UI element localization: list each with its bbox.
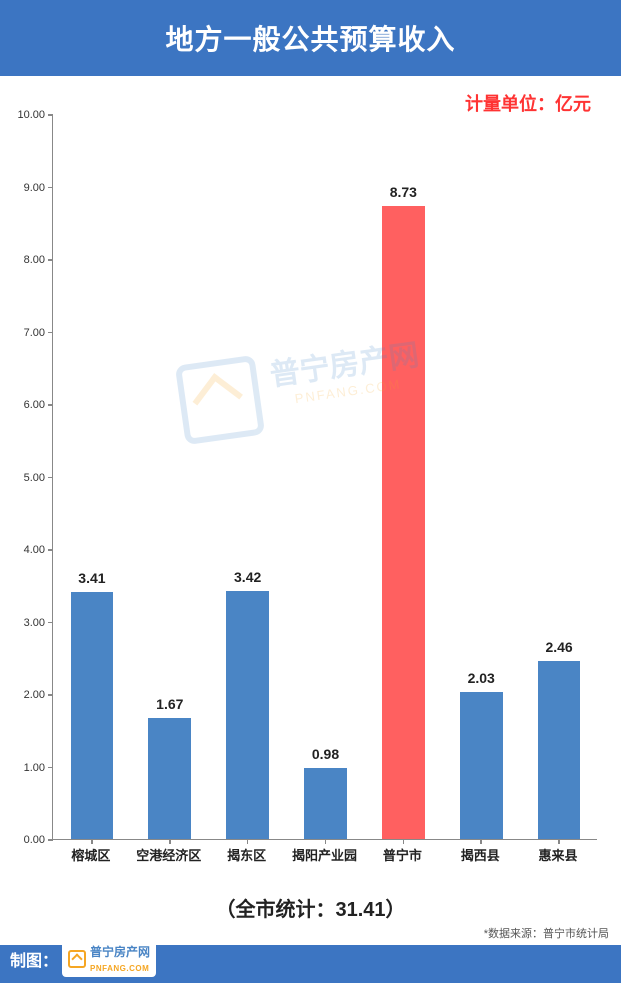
chart-title: 地方一般公共预算收入 (0, 0, 621, 76)
bar (148, 718, 191, 839)
bar (460, 692, 503, 839)
chart-area: 3.411.673.420.988.732.032.46 0.001.002.0… (52, 115, 597, 870)
bar-value-label: 2.46 (545, 639, 572, 655)
bar-value-label: 8.73 (390, 184, 417, 200)
brand-text: 普宁房产网 (90, 945, 150, 959)
bar (304, 768, 347, 839)
ytick-label: 6.00 (24, 399, 45, 411)
ytick-label: 3.00 (24, 617, 45, 629)
bar (538, 661, 581, 839)
chart-subtitle: （全市统计：31.41） (0, 893, 621, 922)
xtick-label: 普宁市 (383, 845, 422, 864)
bar (382, 206, 425, 839)
xtick-label: 榕城区 (71, 845, 110, 864)
footer-bar: 制图： 普宁房产网 PNFANG.COM (0, 945, 621, 983)
data-source-label: *数据来源：普宁市统计局 (484, 925, 609, 941)
ytick-label: 5.00 (24, 472, 45, 484)
brand-icon (68, 950, 86, 968)
ytick-label: 2.00 (24, 689, 45, 701)
brand-sub: PNFANG.COM (90, 964, 149, 973)
brand-logo: 普宁房产网 PNFANG.COM (62, 940, 156, 977)
xtick-label: 揭东区 (227, 845, 266, 864)
bar-value-label: 1.67 (156, 696, 183, 712)
bar-value-label: 2.03 (468, 670, 495, 686)
unit-label: 计量单位：亿元 (465, 90, 591, 116)
plot-area: 3.41 1.67 3.42 0.98 8.73 2.03 2.46 (52, 115, 597, 840)
bar-value-label: 0.98 (312, 746, 339, 762)
bar-value-label: 3.41 (78, 570, 105, 586)
xtick-label: 空港经济区 (136, 845, 201, 864)
ytick-label: 1.00 (24, 762, 45, 774)
ytick-label: 8.00 (24, 254, 45, 266)
ytick-label: 0.00 (24, 834, 45, 846)
footer-label: 制图： (10, 947, 58, 971)
xtick-label: 惠来县 (539, 845, 578, 864)
xtick-label: 揭西县 (461, 845, 500, 864)
ytick-label: 7.00 (24, 327, 45, 339)
xtick-label: 揭阳产业园 (292, 845, 357, 864)
bar-value-label: 3.42 (234, 569, 261, 585)
footer-credit: 制图： 普宁房产网 PNFANG.COM (10, 940, 156, 977)
bar (71, 592, 114, 839)
ytick-label: 10.00 (17, 109, 45, 121)
ytick-label: 9.00 (24, 182, 45, 194)
ytick-label: 4.00 (24, 544, 45, 556)
bar (226, 591, 269, 839)
